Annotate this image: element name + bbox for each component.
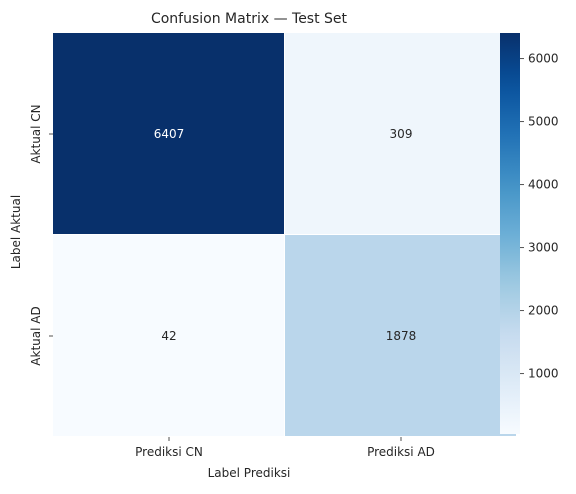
colorbar-tick-label: 6000 (528, 52, 559, 66)
heatmap-cell-labels: 6407 309 42 1878 (154, 127, 417, 343)
colorbar-tick-label: 3000 (528, 241, 559, 255)
colorbar-tick-label: 2000 (528, 304, 559, 318)
y-tick-label: Aktual CN (29, 104, 43, 163)
colorbar-gradient (500, 33, 520, 434)
heatmap-cells (53, 33, 516, 436)
y-tick-label: Aktual AD (29, 306, 43, 365)
colorbar-tick-label: 5000 (528, 115, 559, 129)
heatmap-cell (285, 33, 516, 234)
heatmap-cell (53, 235, 284, 436)
colorbar-tick-label: 4000 (528, 178, 559, 192)
heatmap-cell (53, 33, 284, 234)
x-axis-label: Label Prediksi (208, 466, 291, 480)
heatmap-cell-value: 6407 (154, 127, 185, 141)
x-tick-label: Prediksi AD (367, 445, 435, 459)
y-axis-label: Label Aktual (9, 195, 23, 269)
x-tick-label: Prediksi CN (135, 445, 203, 459)
y-axis: Aktual CN Aktual AD (29, 104, 53, 366)
heatmap-cell-value: 1878 (386, 329, 417, 343)
chart-title: Confusion Matrix — Test Set (151, 11, 348, 27)
x-axis: Prediksi CN Prediksi AD (135, 437, 435, 459)
colorbar: 1000 2000 3000 4000 5000 6000 (500, 33, 559, 434)
colorbar-tick-label: 1000 (528, 367, 559, 381)
heatmap-cell (285, 235, 516, 436)
heatmap-cell-value: 42 (161, 329, 176, 343)
heatmap-cell-value: 309 (390, 127, 413, 141)
